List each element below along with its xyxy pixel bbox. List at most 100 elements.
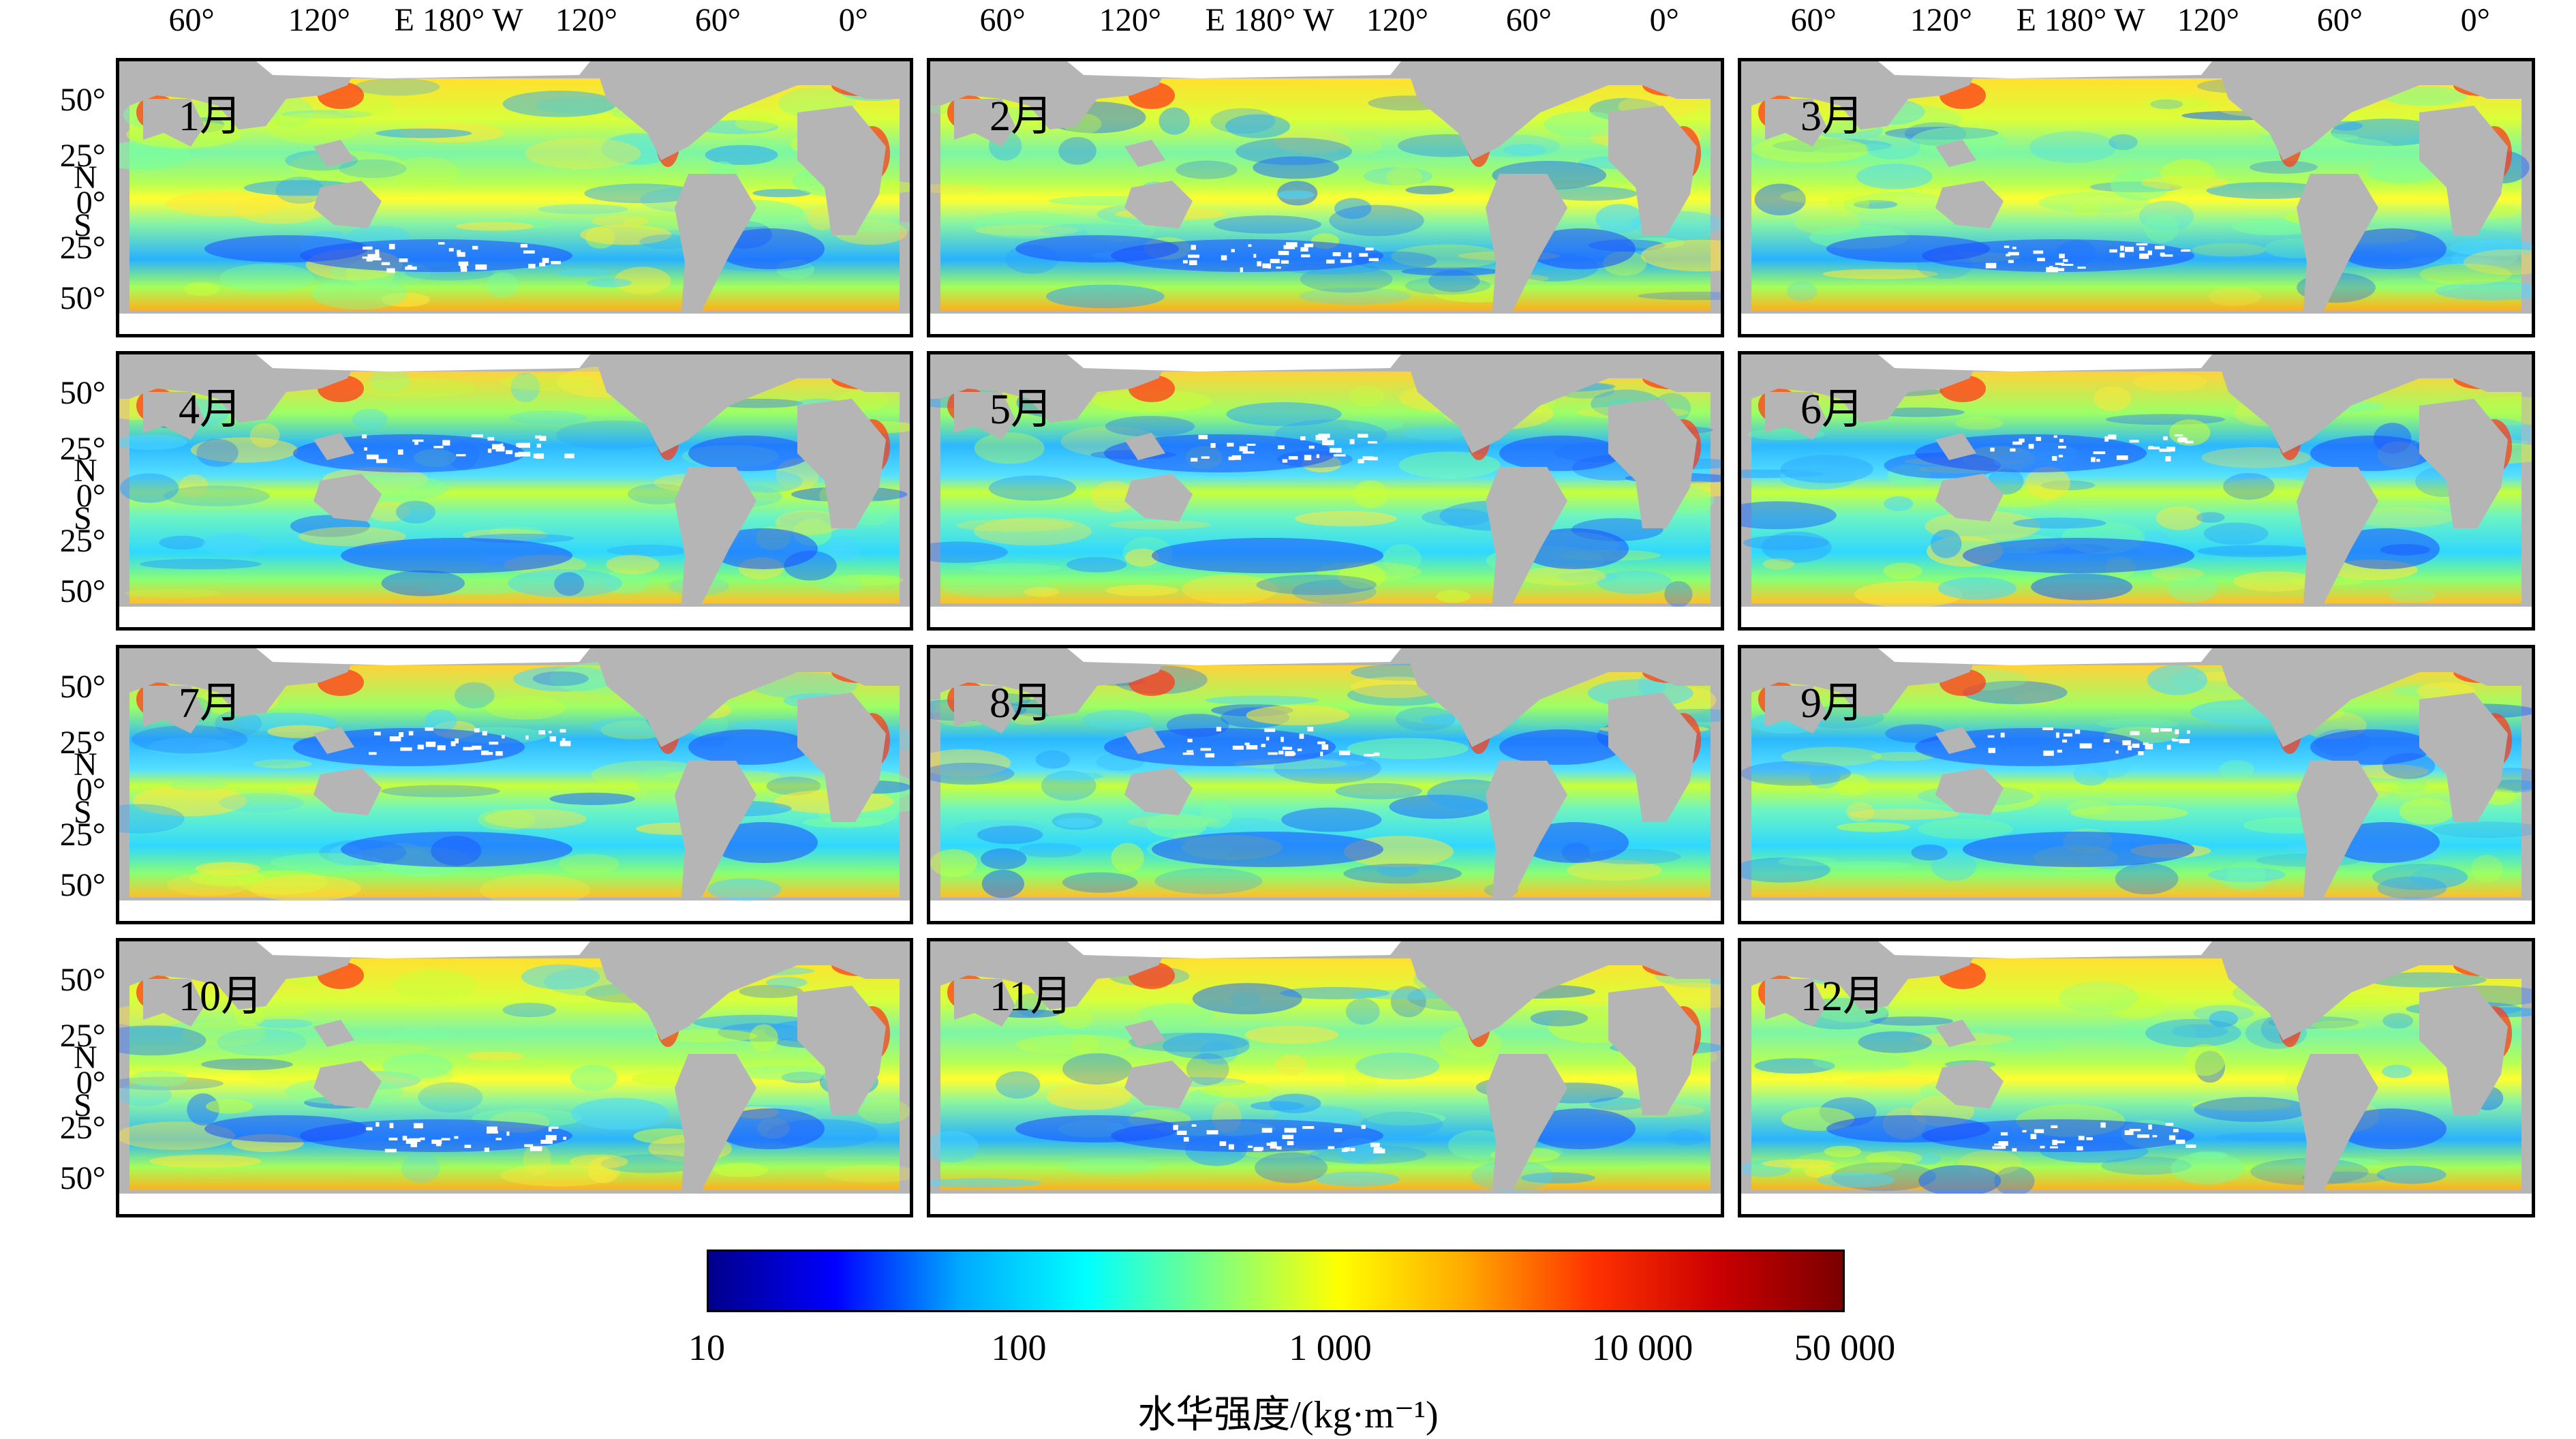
landmass <box>1935 181 2004 228</box>
landmass <box>1738 351 1983 423</box>
landmass <box>313 181 382 228</box>
arctic-no-data <box>1874 645 2215 665</box>
latitude-label: 0° <box>76 478 106 515</box>
ocean-bloom-map <box>1738 645 2535 924</box>
month-label: 4月 <box>179 387 243 433</box>
low-bloom-region <box>1499 436 1622 471</box>
ocean-bloom-map <box>927 351 1724 631</box>
south-label: S <box>74 794 92 830</box>
panel-frame <box>927 351 1724 631</box>
landmass <box>927 351 1172 423</box>
landmass <box>2297 761 2378 897</box>
latitude-label: 25° <box>59 137 106 174</box>
panel-frame <box>116 58 913 337</box>
latitude-label: 50° <box>59 374 106 411</box>
colorbar-tick: 10 <box>688 1327 725 1368</box>
landmass <box>1935 1061 2004 1108</box>
landmass <box>797 986 886 1115</box>
polar-no-data <box>927 900 1724 924</box>
low-bloom-region <box>1922 1119 2194 1152</box>
landmass <box>1124 1061 1193 1108</box>
month-label: 6月 <box>1800 387 1865 433</box>
panel-frame <box>927 938 1724 1217</box>
low-bloom-region <box>709 528 818 569</box>
landmass <box>1608 106 1697 235</box>
landmass <box>1124 474 1193 521</box>
month-label: 9月 <box>1800 680 1865 727</box>
ocean-bloom-map <box>1738 58 2535 337</box>
latitude-label: 50° <box>59 866 106 903</box>
low-bloom-region <box>1963 832 2194 867</box>
longitude-label: 60° <box>979 2 1026 38</box>
arctic-no-data <box>1874 351 2215 372</box>
landmass <box>954 392 1015 440</box>
landmass <box>1935 1020 1976 1047</box>
landmass <box>313 1020 354 1047</box>
polar-no-data <box>116 1194 913 1217</box>
ocean-bloom-map <box>927 938 1724 1217</box>
landmass <box>797 351 913 392</box>
longitude-label: 0° <box>2460 2 2490 38</box>
landmass <box>143 392 204 440</box>
panel-frame <box>1738 58 2535 337</box>
low-bloom-region <box>2337 1108 2447 1149</box>
longitude-label: 0° <box>838 2 868 38</box>
landmass <box>1738 645 1983 716</box>
low-bloom-region <box>1520 822 1629 863</box>
low-bloom-region <box>1527 1108 1636 1149</box>
ocean-bloom-map <box>116 938 913 1217</box>
month-map-panel: 3月 <box>1738 58 2535 337</box>
colorbar-title: 水华强度/(kg·m⁻¹) <box>1137 1394 1439 1436</box>
low-bloom-region <box>1152 538 1383 573</box>
month-map-panel: 2月 <box>927 58 1724 337</box>
low-bloom-region <box>1104 434 1336 472</box>
landmass <box>1608 938 1724 979</box>
month-label: 10月 <box>179 973 264 1020</box>
low-bloom-region <box>2331 528 2440 569</box>
panel-frame <box>1738 351 2535 631</box>
landmass <box>1765 979 1826 1027</box>
panel-frame <box>1738 645 2535 924</box>
polar-no-data <box>116 900 913 924</box>
landmass <box>1935 433 1976 460</box>
low-bloom-region <box>1826 1115 1990 1142</box>
landmass <box>313 1061 382 1108</box>
colorbar-tick: 100 <box>991 1327 1047 1368</box>
ocean-bloom-map <box>1738 351 2535 631</box>
landmass <box>1486 1054 1567 1190</box>
landmass <box>1765 392 1826 440</box>
landmass <box>2215 645 2419 747</box>
low-bloom-region <box>1015 235 1179 262</box>
landmass <box>1124 181 1193 228</box>
landmass <box>1608 986 1697 1115</box>
arctic-no-data <box>1874 58 2215 78</box>
low-bloom-region <box>1111 239 1383 272</box>
landmass <box>593 938 797 1040</box>
low-bloom-region <box>2310 436 2433 471</box>
landmass <box>143 99 204 147</box>
landmass <box>1124 140 1165 167</box>
landmass <box>1404 938 1608 1040</box>
month-label: 8月 <box>990 680 1054 727</box>
month-label: 7月 <box>179 680 243 727</box>
landmass <box>143 686 204 733</box>
low-bloom-region <box>1915 434 2147 472</box>
low-bloom-region <box>1915 728 2147 766</box>
landmass <box>593 351 797 453</box>
latitude-label: 50° <box>59 668 106 705</box>
landmass <box>1935 768 2004 815</box>
landmass <box>1608 351 1724 392</box>
arctic-no-data <box>252 58 593 78</box>
low-bloom-region <box>1111 1119 1383 1152</box>
north-label: N <box>74 160 97 196</box>
low-bloom-region <box>293 434 525 472</box>
landmass <box>116 938 361 1010</box>
latitude-label: 25° <box>59 1109 106 1146</box>
landmass <box>2419 351 2535 392</box>
latitude-label: 0° <box>76 185 106 222</box>
landmass <box>797 693 886 822</box>
longitude-label: 60° <box>2316 2 2363 38</box>
low-bloom-region <box>716 1108 825 1149</box>
month-map-panel: 9月 <box>1738 645 2535 924</box>
polar-no-data <box>116 607 913 631</box>
